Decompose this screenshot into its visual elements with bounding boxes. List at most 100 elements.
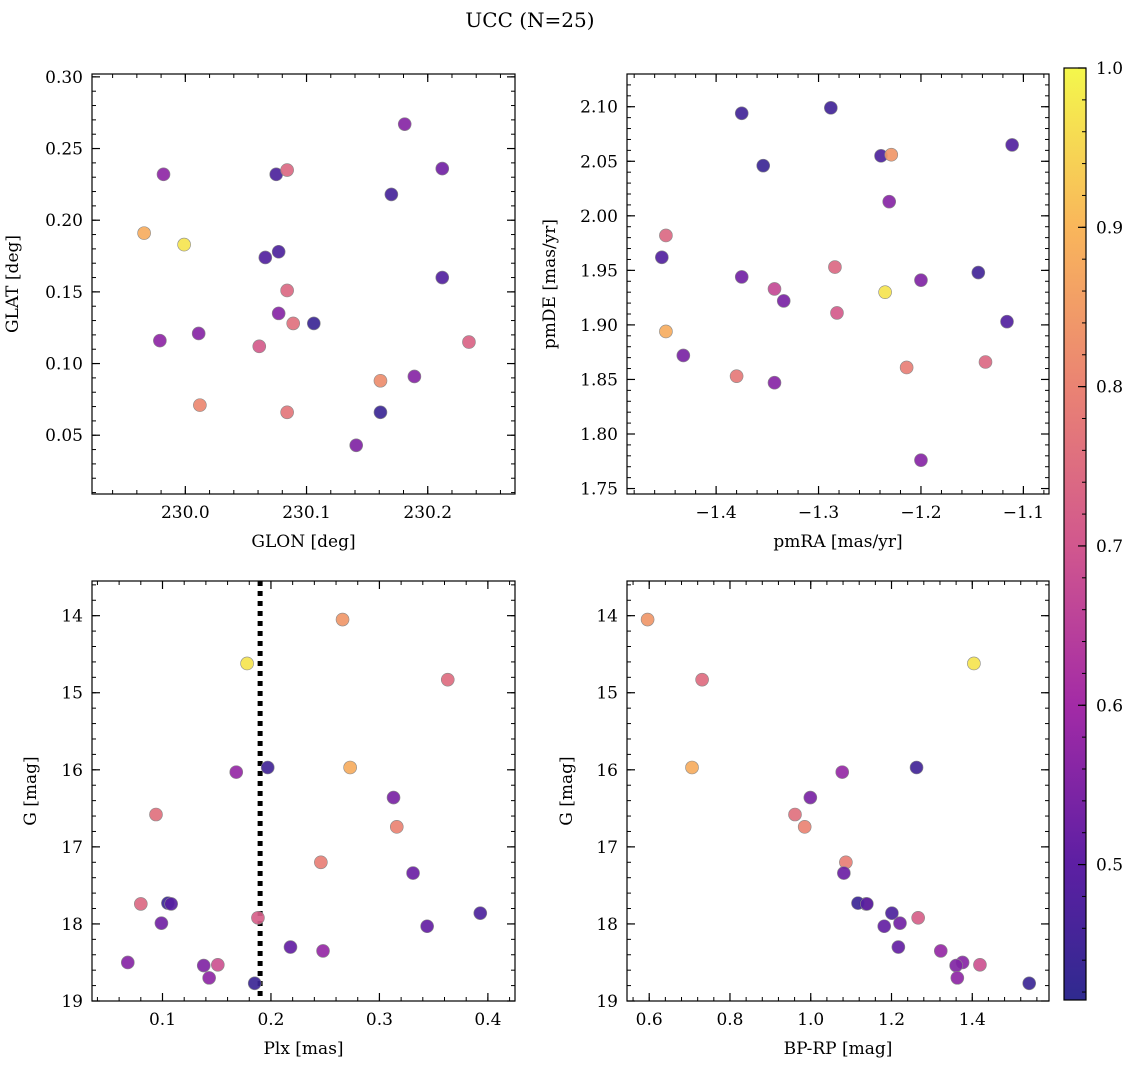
- data-point: [899, 360, 914, 375]
- figure-title: UCC (N=25): [465, 8, 594, 32]
- y-tick-label: 0.30: [45, 68, 83, 88]
- y-tick-label: 2.00: [580, 207, 618, 227]
- scatter-panel-4: 0.6 0.8 1.0 1.2 1.4 14 15 16 17 18 19 BP-RP [mag] G …: [557, 580, 1050, 1059]
- y-tick-label: 16: [596, 761, 618, 781]
- data-point: [473, 906, 488, 920]
- colorbar: 0.5 0.6 0.7 0.8 0.9 1.0: [1063, 59, 1123, 1001]
- data-point: [837, 866, 851, 880]
- y-tick-label: 18: [61, 915, 83, 935]
- data-point: [950, 971, 965, 985]
- data-point: [280, 405, 294, 420]
- data-point: [967, 656, 981, 671]
- scatter-panel-3: 0.1 0.2 0.3 0.4 14 15 16 17 18 19 Plx [mas] G [mag]: [21, 580, 516, 1059]
- data-point: [389, 820, 404, 834]
- data-point: [343, 760, 357, 775]
- data-point: [373, 373, 388, 388]
- x-axis-label: Plx [mas]: [263, 1039, 343, 1059]
- data-point: [914, 453, 928, 467]
- y-tick-label: 19: [596, 992, 618, 1012]
- scatter-panel-1: 230.0 230.1 230.2 0.05 0.10 0.15 0.20 0.25 0.30 G…: [3, 68, 516, 552]
- x-tick-label: 0.1: [149, 1010, 176, 1030]
- y-axis-label: G [mag]: [557, 756, 577, 825]
- data-point: [177, 237, 191, 252]
- data-point: [1022, 976, 1037, 991]
- x-tick-label: 0.4: [474, 1010, 501, 1030]
- y-tick-label: 14: [596, 607, 618, 627]
- data-point: [676, 348, 691, 363]
- y-tick-label: 1.90: [580, 316, 618, 336]
- data-point: [307, 316, 321, 331]
- y-tick-label: 1.95: [580, 261, 618, 281]
- data-point: [120, 955, 135, 970]
- y-axis-label: pmDE [mas/yr]: [540, 219, 560, 349]
- data-point: [933, 944, 948, 958]
- data-point: [271, 306, 286, 321]
- data-point: [767, 282, 782, 296]
- x-tick-label: 1.0: [797, 1010, 824, 1030]
- plot-frame: [626, 580, 1050, 1002]
- plot-area: [640, 612, 1037, 991]
- plot-frame: [626, 73, 1050, 495]
- data-point: [280, 163, 294, 177]
- x-axis-label: pmRA [mas/yr]: [773, 532, 902, 552]
- x-tick-label: −1.2: [900, 503, 941, 523]
- y-tick-label: 14: [61, 607, 83, 627]
- data-point: [788, 807, 802, 822]
- x-tick-label: 0.8: [716, 1010, 743, 1030]
- x-tick-label: 1.4: [959, 1010, 986, 1030]
- y-tick-label: 15: [61, 684, 83, 704]
- data-point: [260, 760, 275, 775]
- data-point: [258, 250, 273, 265]
- y-tick-label: 2.05: [580, 152, 618, 172]
- data-point: [695, 672, 709, 687]
- colorbar-tick-label: 0.7: [1096, 537, 1123, 557]
- data-point: [252, 339, 267, 354]
- data-point: [949, 958, 963, 973]
- data-point: [659, 324, 673, 339]
- x-tick-label: 1.2: [878, 1010, 905, 1030]
- data-point: [193, 398, 207, 412]
- data-point: [891, 940, 906, 954]
- scatter-panels: 230.0 230.1 230.2 0.05 0.10 0.15 0.20 0.25 0.30 G…: [3, 68, 1050, 1059]
- data-point: [824, 101, 838, 115]
- colorbar-tick-label: 1.0: [1096, 59, 1123, 79]
- y-tick-label: 0.05: [45, 426, 83, 446]
- data-point: [911, 910, 925, 925]
- data-point: [191, 326, 206, 341]
- y-tick-label: 0.15: [45, 283, 83, 303]
- data-point: [202, 971, 216, 985]
- data-point: [280, 283, 294, 298]
- y-tick-label: 0.20: [45, 211, 83, 231]
- data-point: [137, 226, 151, 240]
- data-point: [316, 944, 330, 958]
- data-point: [877, 919, 892, 934]
- data-point: [882, 194, 897, 209]
- data-point: [251, 910, 265, 925]
- y-tick-label: 1.80: [580, 425, 618, 445]
- data-point: [271, 244, 286, 259]
- data-point: [655, 250, 669, 265]
- data-point: [349, 438, 364, 453]
- data-point: [153, 333, 167, 348]
- y-tick-label: 1.85: [580, 370, 618, 390]
- data-point: [196, 958, 211, 973]
- data-point: [909, 760, 924, 775]
- data-point: [373, 405, 388, 420]
- y-tick-label: 15: [596, 684, 618, 704]
- x-tick-label: −1.4: [695, 503, 736, 523]
- data-point: [211, 957, 225, 972]
- data-point: [229, 765, 244, 779]
- data-point: [878, 285, 892, 299]
- plot-frame: [91, 73, 516, 495]
- data-point: [797, 820, 812, 834]
- data-point: [435, 161, 450, 176]
- y-tick-label: 2.10: [580, 98, 618, 118]
- data-point: [860, 897, 874, 911]
- x-tick-label: 230.0: [161, 503, 210, 523]
- x-tick-label: 0.3: [366, 1010, 393, 1030]
- data-point: [835, 765, 850, 779]
- data-point: [240, 656, 254, 671]
- data-point: [386, 790, 401, 805]
- data-point: [978, 355, 993, 369]
